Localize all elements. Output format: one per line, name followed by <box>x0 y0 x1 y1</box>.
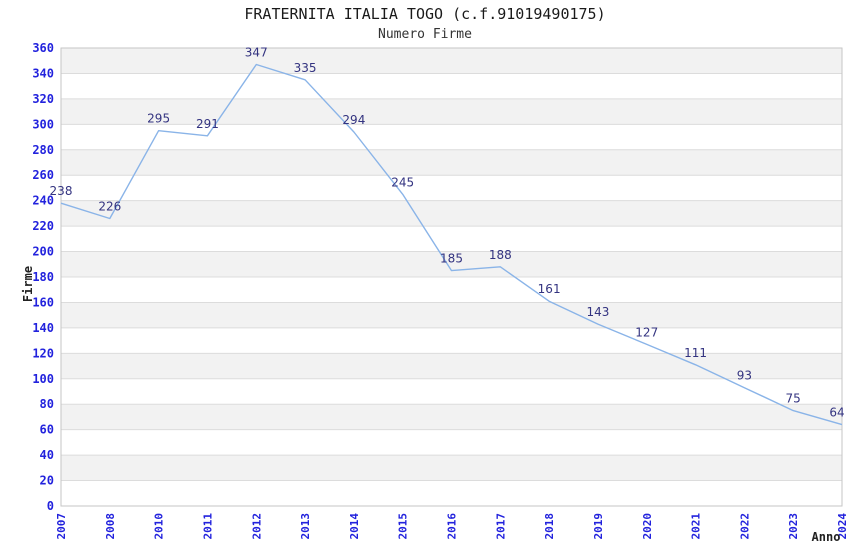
y-tick-label: 240 <box>32 194 54 208</box>
x-tick-label: 2020 <box>641 513 654 540</box>
x-tick-label: 2008 <box>104 513 117 540</box>
background-band <box>61 302 842 328</box>
y-tick-label: 300 <box>32 117 54 131</box>
point-label: 291 <box>196 117 219 131</box>
point-label: 295 <box>147 112 170 126</box>
y-tick-label: 360 <box>32 41 54 55</box>
point-label: 161 <box>538 282 561 296</box>
background-band <box>61 353 842 379</box>
background-band <box>61 48 842 74</box>
point-label: 64 <box>829 406 844 420</box>
background-band <box>61 149 842 176</box>
x-tick-label: 2024 <box>836 513 849 540</box>
y-tick-label: 120 <box>32 346 54 360</box>
chart-title: FRATERNITA ITALIA TOGO (c.f.91019490175) <box>244 5 606 23</box>
chart-subtitle: Numero Firme <box>378 27 472 42</box>
point-label: 75 <box>786 392 801 406</box>
y-tick-label: 0 <box>47 499 54 513</box>
x-axis-title: Anno <box>811 530 841 544</box>
x-tick-label: 2012 <box>250 513 263 540</box>
y-tick-label: 320 <box>32 92 54 106</box>
x-tick-label: 2007 <box>55 513 68 540</box>
point-label: 226 <box>98 199 121 213</box>
x-tick-label: 2019 <box>592 513 605 540</box>
point-label: 143 <box>586 305 609 319</box>
y-tick-label: 340 <box>32 66 54 80</box>
point-label: 238 <box>50 184 73 198</box>
x-tick-label: 2018 <box>543 513 556 540</box>
point-label: 294 <box>342 113 365 127</box>
y-tick-label: 280 <box>32 143 54 157</box>
point-label: 111 <box>684 346 707 360</box>
series-line <box>60 63 843 426</box>
x-tick-label: 2017 <box>494 513 507 540</box>
y-axis-title: Firme <box>21 265 35 303</box>
y-tick-label: 20 <box>40 474 54 488</box>
point-label: 335 <box>294 61 317 75</box>
x-tick-label: 2013 <box>299 513 312 540</box>
point-label: 347 <box>245 46 268 60</box>
x-tick-label: 2015 <box>397 513 410 540</box>
y-tick-label: 100 <box>32 372 54 386</box>
y-tick-label: 140 <box>32 321 54 335</box>
x-tick-label: 2014 <box>348 513 361 540</box>
y-tick-label: 80 <box>40 397 54 411</box>
point-label: 185 <box>440 252 463 266</box>
x-tick-label: 2011 <box>201 513 214 540</box>
x-tick-label: 2010 <box>153 513 166 540</box>
point-label: 127 <box>635 325 658 339</box>
y-tick-label: 60 <box>40 423 54 437</box>
y-tick-label: 200 <box>32 245 54 259</box>
plot-border <box>60 47 843 507</box>
y-tick-label: 220 <box>32 219 54 233</box>
x-tick-label: 2016 <box>446 513 459 540</box>
background-band <box>61 98 842 125</box>
x-tick-label: 2023 <box>787 513 800 540</box>
background-band <box>61 200 842 227</box>
background-band <box>61 251 842 277</box>
y-tick-label: 260 <box>32 168 54 182</box>
background-band <box>61 455 842 481</box>
y-tick-label: 160 <box>32 295 54 309</box>
x-tick-label: 2022 <box>738 513 751 540</box>
background-band <box>61 404 842 430</box>
point-label: 188 <box>489 248 512 262</box>
point-label: 245 <box>391 175 414 189</box>
y-tick-label: 180 <box>32 270 54 284</box>
point-label: 93 <box>737 369 752 383</box>
x-tick-label: 2021 <box>690 513 703 540</box>
y-tick-label: 40 <box>40 448 54 462</box>
